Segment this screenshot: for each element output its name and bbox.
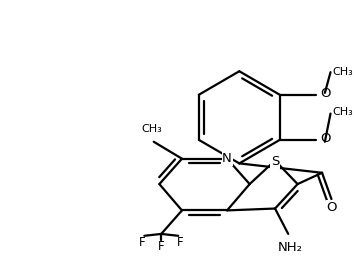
Text: O: O xyxy=(320,132,331,145)
Text: N: N xyxy=(222,152,232,165)
Text: O: O xyxy=(326,201,337,214)
Text: F: F xyxy=(139,236,146,249)
Text: F: F xyxy=(158,240,165,253)
Text: S: S xyxy=(271,155,279,168)
Text: F: F xyxy=(177,236,183,249)
Text: NH₂: NH₂ xyxy=(278,242,303,254)
Text: CH₃: CH₃ xyxy=(142,124,162,134)
Text: CH₃: CH₃ xyxy=(332,107,353,117)
Text: O: O xyxy=(320,87,331,100)
Text: CH₃: CH₃ xyxy=(332,67,353,77)
